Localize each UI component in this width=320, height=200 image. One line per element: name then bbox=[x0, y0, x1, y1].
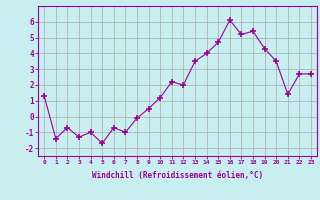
X-axis label: Windchill (Refroidissement éolien,°C): Windchill (Refroidissement éolien,°C) bbox=[92, 171, 263, 180]
